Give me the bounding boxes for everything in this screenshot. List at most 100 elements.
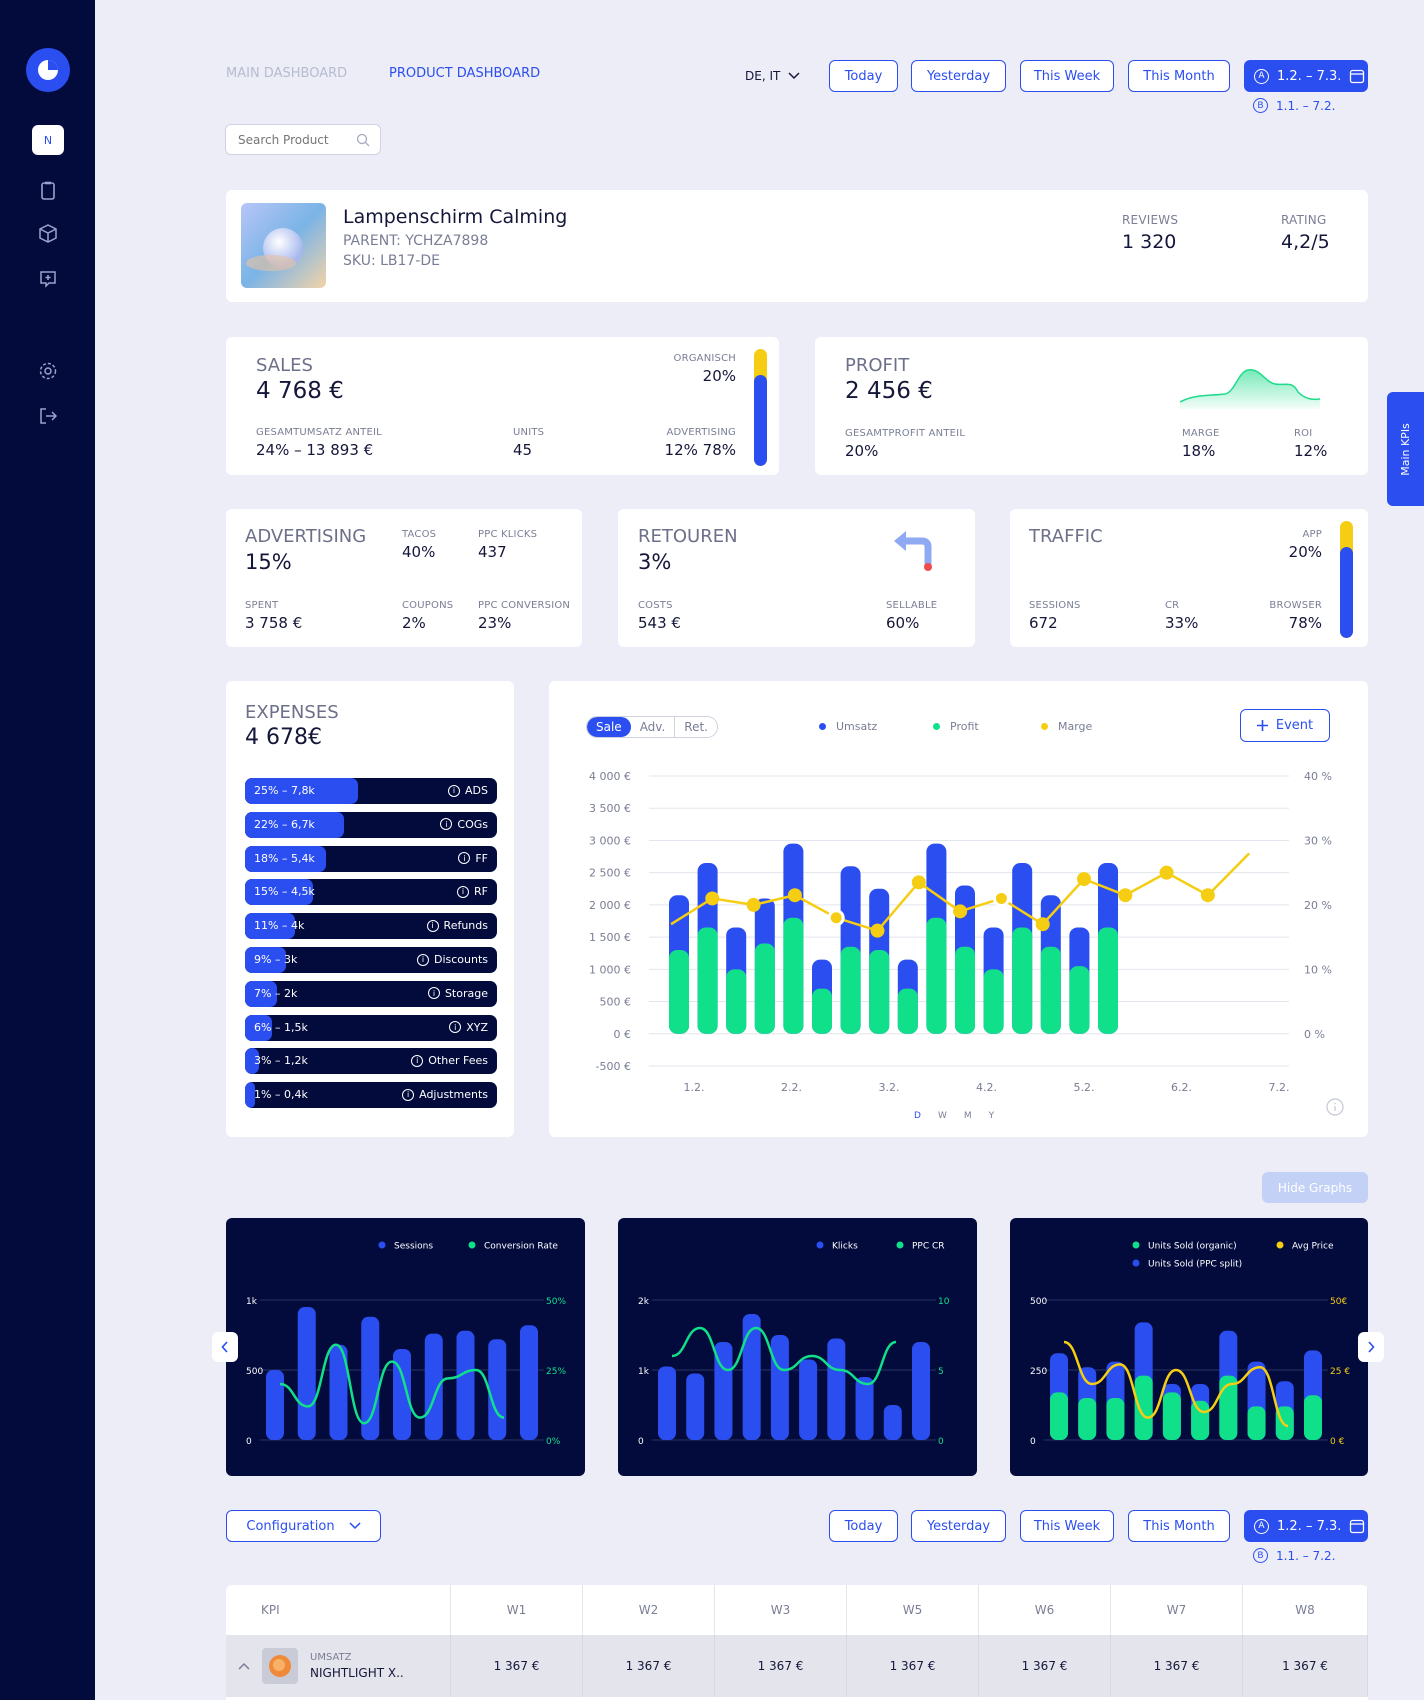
table-header[interactable]: W6 [979, 1585, 1111, 1635]
marge-point[interactable] [827, 909, 845, 927]
yesterday-button-bottom[interactable]: Yesterday [911, 1510, 1006, 1542]
this-month-button-bottom[interactable]: This Month [1128, 1510, 1230, 1542]
bar[interactable] [827, 1338, 846, 1441]
clipboard-icon[interactable] [36, 179, 60, 203]
period-m[interactable]: M [963, 1111, 972, 1121]
date-range-b[interactable]: B 1.1. – 7.2. [1253, 98, 1335, 113]
bar[interactable] [520, 1325, 538, 1440]
expense-row[interactable]: 6% – 1,5k i XYZ [245, 1014, 497, 1041]
hide-graphs-button[interactable]: Hide Graphs [1262, 1172, 1368, 1203]
marge-point[interactable] [1118, 888, 1133, 903]
configuration-dropdown[interactable]: Configuration [226, 1510, 381, 1542]
profit-bar[interactable] [783, 917, 804, 1034]
period-w[interactable]: W [937, 1111, 947, 1121]
period-y[interactable]: Y [988, 1111, 995, 1121]
info-icon[interactable]: i [457, 885, 470, 898]
table-header[interactable]: W1 [451, 1585, 583, 1635]
info-icon[interactable]: i [448, 784, 461, 797]
yesterday-button[interactable]: Yesterday [911, 60, 1006, 92]
expense-row[interactable]: 25% – 7,8k i ADS [245, 778, 497, 804]
bar[interactable] [658, 1366, 676, 1441]
marge-point[interactable] [1035, 917, 1050, 932]
bar[interactable] [393, 1349, 411, 1440]
info-icon[interactable]: i [458, 852, 471, 865]
bar[interactable] [912, 1342, 930, 1440]
chevron-up-icon[interactable] [238, 1662, 250, 1670]
profit-bar[interactable] [955, 946, 975, 1034]
carousel-prev-button[interactable] [212, 1332, 238, 1362]
date-range-b-bottom[interactable]: B 1.1. – 7.2. [1253, 1548, 1335, 1563]
expense-row[interactable]: 7% – 2k i Storage [245, 980, 497, 1007]
this-month-button[interactable]: This Month [1128, 60, 1230, 92]
box-icon[interactable] [36, 222, 60, 246]
info-icon[interactable]: i [440, 818, 453, 831]
search-input[interactable] [238, 132, 338, 147]
profit-bar[interactable] [669, 950, 689, 1034]
table-header[interactable]: W2 [583, 1585, 715, 1635]
info-icon[interactable]: i [426, 919, 439, 932]
gear-icon[interactable] [36, 359, 60, 383]
profit-bar[interactable] [812, 988, 832, 1034]
expense-row[interactable]: 18% – 5,4k i FF [245, 845, 497, 872]
bar[interactable] [456, 1330, 475, 1440]
marge-point[interactable] [787, 888, 802, 903]
bar[interactable] [1050, 1392, 1068, 1440]
tab-adv[interactable]: Adv. [631, 717, 676, 737]
profit-bar[interactable] [726, 969, 747, 1034]
marge-point[interactable] [911, 875, 926, 890]
bar[interactable] [714, 1342, 733, 1440]
bar[interactable] [1304, 1395, 1322, 1440]
search-icon[interactable] [356, 133, 370, 147]
bar[interactable] [742, 1314, 761, 1440]
table-header[interactable]: W3 [715, 1585, 847, 1635]
logout-icon[interactable] [36, 404, 60, 428]
bar[interactable] [1106, 1398, 1125, 1440]
table-header[interactable]: KPI [226, 1585, 451, 1635]
info-icon[interactable]: i [427, 987, 440, 1000]
app-logo[interactable] [26, 48, 70, 92]
marge-point[interactable] [746, 897, 761, 912]
expense-row[interactable]: 9% – 3k i Discounts [245, 947, 497, 973]
profit-bar[interactable] [926, 917, 947, 1034]
profit-bar[interactable] [869, 950, 890, 1034]
bar[interactable] [855, 1377, 874, 1440]
this-week-button-bottom[interactable]: This Week [1020, 1510, 1114, 1542]
expense-row[interactable]: 3% – 1,2k i Other Fees [245, 1048, 497, 1075]
date-range-a-button[interactable]: A 1.2. – 7.3. [1244, 60, 1368, 92]
expense-row[interactable]: 15% – 4,5k i RF [245, 879, 497, 906]
add-comment-icon[interactable] [36, 267, 60, 291]
chart-info-icon[interactable] [1326, 1098, 1344, 1116]
region-select[interactable]: DE, IT [745, 69, 800, 83]
info-icon[interactable]: i [411, 1054, 424, 1067]
expense-row[interactable]: 22% – 6,7k i COGs [245, 811, 497, 838]
bar[interactable] [1162, 1392, 1181, 1440]
profit-bar[interactable] [697, 927, 718, 1034]
marge-point[interactable] [705, 891, 720, 906]
profit-bar[interactable] [1098, 927, 1118, 1034]
table-header[interactable]: W7 [1111, 1585, 1243, 1635]
info-icon[interactable]: i [449, 1021, 462, 1034]
bar[interactable] [329, 1344, 348, 1440]
period-d[interactable]: D [914, 1111, 921, 1121]
bar[interactable] [424, 1333, 443, 1440]
marge-point[interactable] [1159, 865, 1174, 880]
profit-bar[interactable] [1012, 927, 1033, 1034]
expense-row[interactable]: 11% – 4k i Refunds [245, 913, 497, 940]
bar[interactable] [799, 1359, 818, 1441]
table-header[interactable]: W5 [847, 1585, 979, 1635]
profit-bar[interactable] [983, 969, 1004, 1034]
expense-row[interactable]: 1% – 0,4k i Adjustments [245, 1082, 497, 1109]
marge-point[interactable] [1200, 888, 1215, 903]
profit-bar[interactable] [840, 946, 861, 1034]
tab-sale[interactable]: Sale [587, 717, 631, 737]
bar[interactable] [883, 1405, 902, 1440]
add-event-button[interactable]: Event [1240, 709, 1330, 742]
table-row[interactable] [226, 1635, 1368, 1697]
bar[interactable] [1247, 1406, 1266, 1440]
carousel-next-button[interactable] [1358, 1332, 1384, 1362]
bar[interactable] [361, 1316, 380, 1440]
bar[interactable] [488, 1339, 507, 1440]
tab-product-dashboard[interactable]: PRODUCT DASHBOARD [389, 66, 541, 81]
marge-point[interactable] [870, 923, 885, 938]
info-icon[interactable]: i [402, 1088, 415, 1101]
